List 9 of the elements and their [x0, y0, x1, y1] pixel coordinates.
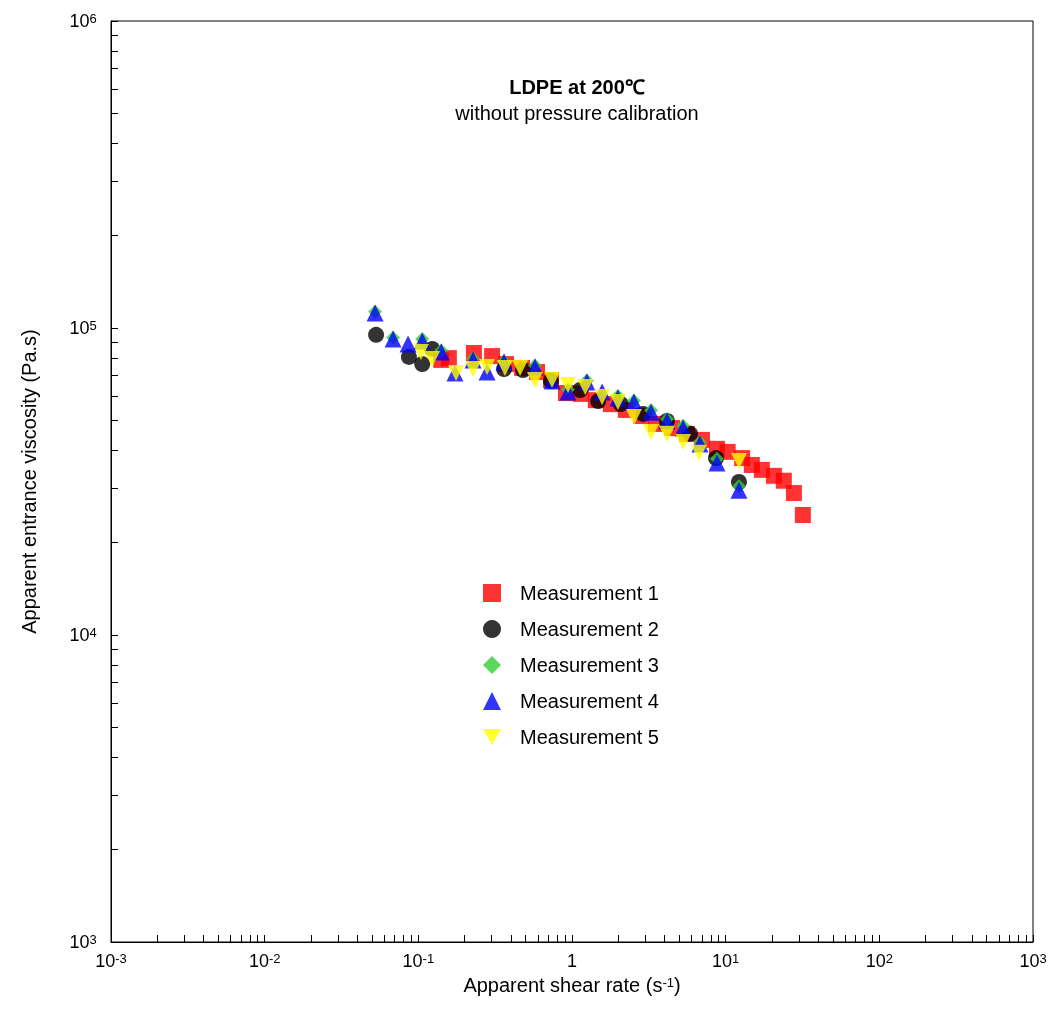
legend-label: Measurement 3 — [520, 654, 659, 676]
y-axis-title: Apparent entrance viscosity (Pa.s) — [18, 329, 40, 634]
legend-label: Measurement 1 — [520, 582, 659, 604]
legend-label: Measurement 5 — [520, 726, 659, 748]
text: LDPE at 200℃ — [509, 76, 645, 98]
legend-label: Measurement 2 — [520, 618, 659, 640]
x-tick-label: 1 — [566, 951, 578, 971]
text: without pressure calibration — [454, 102, 699, 124]
legend-label: Measurement 4 — [520, 690, 659, 712]
